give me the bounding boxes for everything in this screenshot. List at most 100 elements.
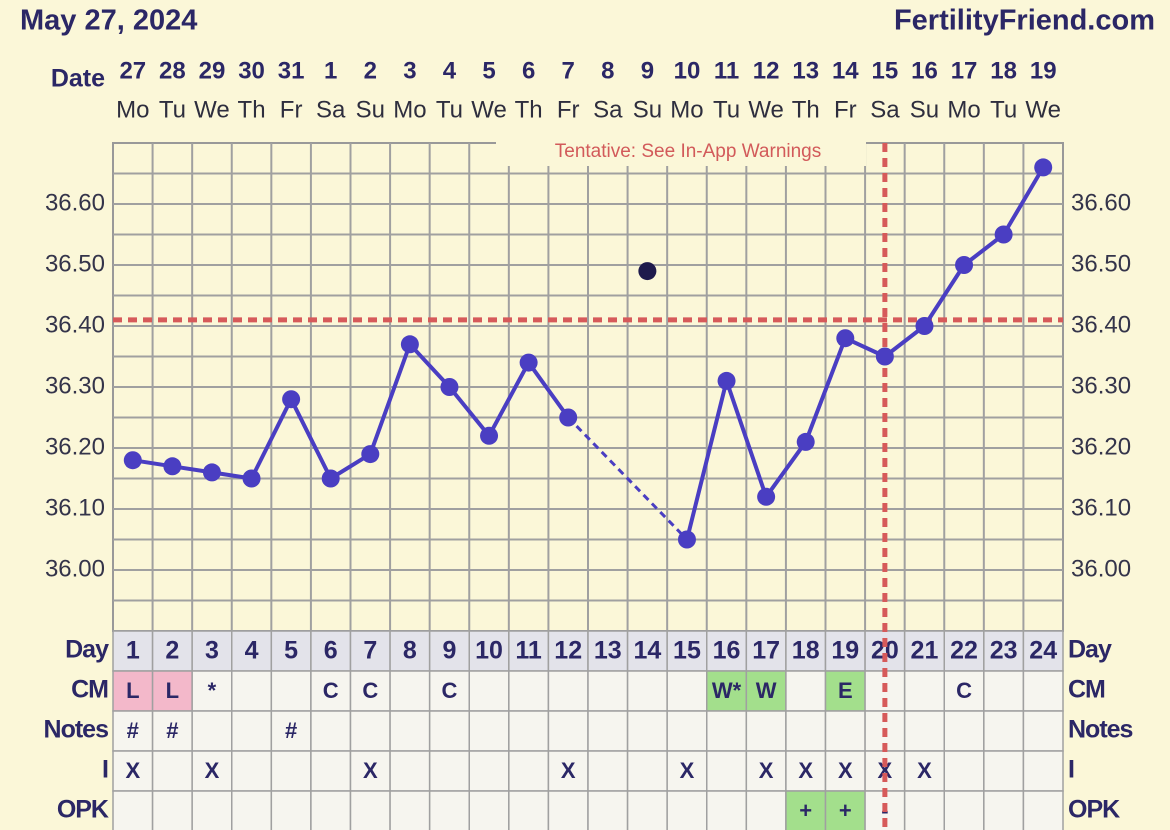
annotation-bg xyxy=(496,138,866,166)
cell-text: 8 xyxy=(403,637,417,665)
table-cell xyxy=(864,750,906,792)
table-cell xyxy=(706,630,748,672)
table-cell xyxy=(310,710,352,752)
annotation: Tentative: See In-App Warnings xyxy=(555,141,822,162)
table-cell xyxy=(231,630,273,672)
weekday-label: Fr xyxy=(834,96,857,123)
table-cell xyxy=(666,710,708,752)
y-tick-label-right: 36.20 xyxy=(1071,433,1131,460)
temperature-point xyxy=(440,378,459,396)
y-tick-label: 36.10 xyxy=(45,494,105,521)
cell-text: # xyxy=(127,718,139,743)
row-label: Day xyxy=(65,636,109,664)
table-cell xyxy=(626,710,668,752)
temperature-point xyxy=(202,463,221,482)
cell-text: X xyxy=(838,758,853,783)
table-cell xyxy=(943,670,985,712)
table-cell xyxy=(151,790,193,830)
date-label: 1 xyxy=(324,57,337,84)
temperature-point xyxy=(400,335,419,354)
date-label: 12 xyxy=(753,57,780,84)
cell-text: 2 xyxy=(165,637,179,665)
table-cell xyxy=(231,750,273,792)
weekday-label: Fr xyxy=(280,96,303,123)
table-cell xyxy=(903,750,946,792)
table-cell xyxy=(587,710,629,752)
table-cell xyxy=(666,630,708,672)
table-cell xyxy=(547,670,589,712)
table-cell xyxy=(231,790,273,830)
weekday-label: Th xyxy=(515,96,543,123)
table-cell xyxy=(745,790,787,830)
cell-text: C xyxy=(956,678,972,703)
weekday-label: We xyxy=(1025,96,1061,123)
table-cell xyxy=(508,790,550,830)
cell-text: # xyxy=(285,718,297,743)
date-label: 13 xyxy=(792,57,819,84)
weekday-label: Mo xyxy=(670,96,703,123)
y-tick-label-right: 36.50 xyxy=(1071,250,1131,277)
cell-text: * xyxy=(208,678,217,703)
table-cell xyxy=(270,630,312,672)
table-cell xyxy=(706,710,748,752)
table-cell xyxy=(191,790,233,830)
table-cell xyxy=(508,750,550,792)
date-label: 11 xyxy=(714,57,739,84)
table-cell xyxy=(1022,790,1064,830)
cell-text: X xyxy=(759,758,774,783)
weekday-label: Mo xyxy=(393,96,426,123)
table-cell xyxy=(824,710,866,752)
table-cell xyxy=(745,670,787,712)
cell-text: X xyxy=(363,758,378,783)
weekday-label: We xyxy=(471,96,507,123)
date-label: 15 xyxy=(872,57,899,84)
row-label: I xyxy=(102,756,108,784)
weekday-label: Tu xyxy=(159,96,186,123)
weekday-label: Tu xyxy=(713,96,740,123)
table-cell xyxy=(903,710,946,752)
weekday-label: Sa xyxy=(316,96,346,123)
table-cell xyxy=(626,630,668,672)
y-tick-label: 36.60 xyxy=(45,189,105,216)
table-cell xyxy=(428,750,470,792)
table-cell xyxy=(983,710,1025,752)
table-cell xyxy=(231,670,273,712)
table-cell xyxy=(587,630,629,672)
table-cell xyxy=(349,790,391,830)
table-cell xyxy=(666,750,708,792)
weekday-label: Su xyxy=(356,96,385,123)
table-cell xyxy=(349,630,391,672)
cell-text: 10 xyxy=(475,637,503,665)
cell-text: C xyxy=(323,678,339,703)
table-cell xyxy=(468,710,510,752)
date-label: 19 xyxy=(1030,57,1057,84)
table-cell xyxy=(389,630,431,672)
date-label: 27 xyxy=(119,57,146,84)
cell-text: X xyxy=(798,758,813,783)
row-label-right: OPK xyxy=(1068,796,1120,824)
date-label: 7 xyxy=(562,57,575,84)
weekday-label: Su xyxy=(910,96,939,123)
table-cell xyxy=(943,630,985,672)
table-cell xyxy=(389,790,431,830)
cell-text: + xyxy=(839,798,852,823)
table-cell xyxy=(468,750,510,792)
table-cell xyxy=(943,750,985,792)
table-cell xyxy=(547,790,589,830)
date-label: 29 xyxy=(199,57,226,84)
table-cell xyxy=(151,710,193,752)
table-cell xyxy=(349,750,391,792)
temperature-point xyxy=(875,347,894,366)
table-cell xyxy=(983,670,1025,712)
cell-text: 3 xyxy=(205,637,219,665)
table-cell xyxy=(310,670,352,712)
weekday-label: Tu xyxy=(990,96,1017,123)
table-cell xyxy=(428,630,470,672)
table-cell xyxy=(785,790,827,830)
date-label: 8 xyxy=(601,57,614,84)
table-cell xyxy=(943,790,985,830)
y-tick-label-right: 36.40 xyxy=(1071,311,1131,338)
table-cell xyxy=(428,790,470,830)
